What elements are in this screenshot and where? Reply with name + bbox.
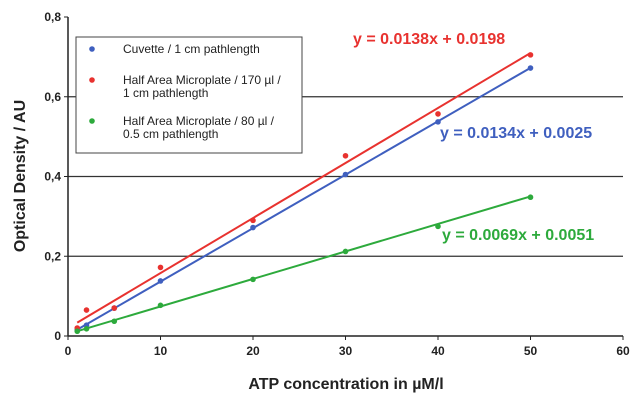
data-point-half-area-80ul [74, 328, 81, 335]
y-tick-label: 0,4 [44, 170, 61, 184]
data-point-half-area-170ul [157, 264, 164, 271]
x-axis-title: ATP concentration in µM/l [248, 376, 443, 393]
data-point-half-area-80ul [250, 276, 256, 283]
x-tick-label: 50 [524, 344, 538, 358]
data-point-half-area-80ul [435, 223, 441, 230]
equation-label-half-area-80ul: y = 0.0069x + 0.0051 [442, 227, 594, 244]
tick-labels: 0 10 20 30 40 50 60 0 0,2 0,4 0,6 0,8 [44, 10, 630, 358]
data-point-half-area-80ul [83, 326, 90, 332]
trendline-cuvette [76, 66, 532, 331]
x-tick-label: 60 [616, 344, 630, 358]
axes [64, 16, 624, 340]
data-point-half-area-170ul [342, 152, 349, 159]
legend-label-cuvette: Cuvette / 1 cm pathlength [123, 42, 260, 56]
equation-label-cuvette: y = 0.0134x + 0.0025 [440, 125, 592, 142]
y-tick-label: 0,2 [44, 249, 61, 263]
data-point-half-area-80ul [157, 302, 164, 309]
data-points [74, 52, 534, 335]
data-point-half-area-170ul [83, 307, 90, 313]
y-tick-label: 0 [54, 329, 61, 343]
legend-marker-half-area-170ul [89, 77, 95, 83]
equation-labels: y = 0.0134x + 0.0025 y = 0.0138x + 0.0198… [353, 31, 594, 244]
trendlines [76, 52, 532, 333]
data-point-cuvette [527, 65, 534, 71]
data-point-cuvette [342, 171, 349, 178]
legend-label-half-area-170ul: Half Area Microplate / 170 µl /1 cm path… [123, 73, 281, 100]
legend-marker-half-area-80ul [89, 118, 95, 124]
data-point-cuvette [435, 119, 441, 125]
data-point-cuvette [250, 224, 256, 231]
legend-marker-cuvette [89, 46, 95, 52]
legend: Cuvette / 1 cm pathlength Half Area Micro… [75, 36, 303, 154]
data-point-half-area-170ul [111, 305, 118, 311]
x-tick-label: 40 [431, 344, 445, 358]
x-tick-label: 0 [65, 344, 72, 358]
x-tick-label: 30 [339, 344, 353, 358]
data-point-half-area-80ul [527, 194, 534, 201]
legend-label-half-area-80ul: Half Area Microplate / 80 µl /0.5 cm pat… [123, 114, 275, 141]
y-axis-title: Optical Density / AU [12, 100, 29, 252]
data-point-cuvette [157, 278, 164, 284]
data-point-half-area-170ul [527, 52, 534, 58]
data-point-half-area-80ul [342, 248, 349, 255]
y-tick-label: 0,6 [44, 90, 61, 104]
data-point-half-area-170ul [250, 217, 256, 224]
legend-box [75, 36, 303, 154]
x-tick-label: 10 [154, 344, 168, 358]
data-point-half-area-80ul [111, 318, 118, 325]
data-point-half-area-170ul [435, 111, 441, 117]
x-tick-label: 20 [246, 344, 260, 358]
trendline-half-area-80ul [76, 195, 531, 333]
y-tick-label: 0,8 [44, 10, 61, 24]
equation-label-half-area-170ul: y = 0.0138x + 0.0198 [353, 31, 505, 48]
trendline-half-area-170ul [76, 52, 532, 324]
